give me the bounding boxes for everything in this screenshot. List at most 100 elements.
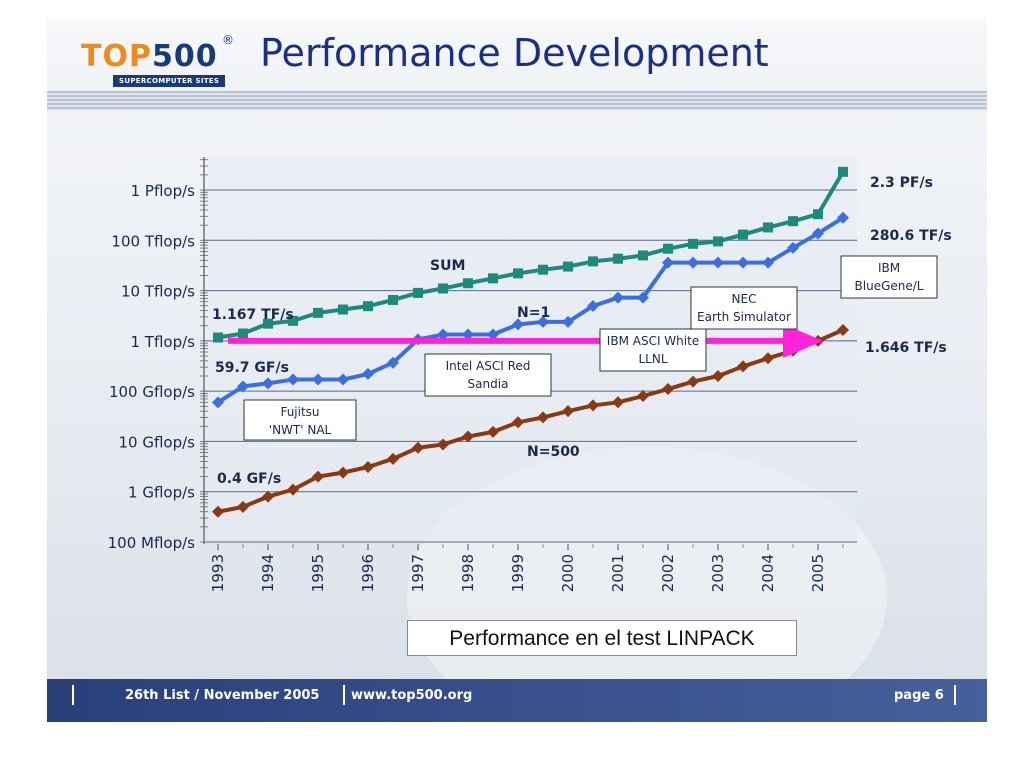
- data-point: [387, 452, 399, 465]
- data-point: [437, 328, 449, 341]
- footer-page-number: page 6: [894, 688, 944, 703]
- chart-caption: Performance en el test LINPACK: [407, 620, 797, 656]
- data-point: [688, 238, 698, 249]
- data-point: [587, 399, 599, 412]
- data-point: [263, 318, 273, 329]
- data-point: [487, 425, 499, 438]
- callout-box: IBM BlueGene/L: [840, 255, 938, 299]
- data-point: [613, 253, 623, 264]
- data-point: [288, 315, 298, 326]
- data-point: [687, 375, 699, 388]
- data-point: [537, 315, 549, 328]
- data-point: [588, 256, 598, 267]
- logo-wordmark: TOP 500: [81, 38, 218, 74]
- data-point: [412, 441, 424, 454]
- data-point: [313, 307, 323, 318]
- data-point: [662, 256, 674, 269]
- y-tick-label: 1 Gflop/s: [128, 484, 195, 502]
- callout-text: Intel ASCI Red: [446, 359, 531, 373]
- data-point: [362, 367, 374, 380]
- x-tick-label: 1996: [359, 554, 377, 592]
- logo-top-text: TOP: [81, 38, 152, 74]
- data-point: [563, 261, 573, 272]
- y-tick-label: 100 Gflop/s: [109, 383, 195, 401]
- callout-box: NEC Earth Simulator: [690, 286, 798, 330]
- data-point: [562, 315, 574, 328]
- y-tick-label: 10 Gflop/s: [119, 433, 196, 451]
- trend-arrow-head: [783, 323, 823, 358]
- data-point: [237, 500, 249, 513]
- chart-annotation: 280.6 TF/s: [870, 228, 952, 244]
- top500-logo: TOP 500 ® SUPERCOMPUTER SITES: [81, 33, 234, 93]
- data-point: [413, 287, 423, 298]
- data-point: [363, 301, 373, 312]
- data-point: [612, 396, 624, 409]
- chart-annotation: N=1: [517, 305, 550, 321]
- data-point: [562, 405, 574, 418]
- data-point: [512, 318, 524, 331]
- callout-text: IBM ASCI White: [607, 334, 699, 348]
- x-tick-label: 2001: [609, 554, 627, 592]
- callout-text: Fujitsu: [280, 405, 319, 419]
- data-point: [838, 166, 848, 177]
- data-point: [362, 461, 374, 474]
- data-point: [638, 250, 648, 261]
- data-point: [787, 241, 799, 254]
- data-point: [637, 390, 649, 403]
- y-tick-label: 100 Tflop/s: [111, 232, 195, 250]
- footer-separator: [954, 685, 956, 705]
- data-point: [387, 356, 399, 369]
- data-point: [238, 328, 248, 339]
- y-tick-label: 1 Pflop/s: [131, 182, 196, 200]
- callout-text: NEC: [732, 292, 757, 306]
- performance-chart: 100 Mflop/s 1 Gflop/s 10 Gflop/s 100 Gflop/…: [108, 157, 952, 592]
- data-point: [712, 256, 724, 269]
- data-point: [388, 294, 398, 305]
- footer-url-link[interactable]: www.top500.org: [351, 688, 473, 703]
- footer-separator: [72, 685, 74, 705]
- data-point: [537, 411, 549, 424]
- data-point: [513, 268, 523, 279]
- data-point: [488, 273, 498, 284]
- callout-frame: [599, 328, 707, 372]
- data-point: [837, 211, 849, 224]
- x-tick-label: 1994: [259, 554, 277, 592]
- data-point: [712, 370, 724, 383]
- x-tick-label: 2005: [809, 554, 827, 592]
- callout-box: Fujitsu 'NWT' NAL: [243, 399, 357, 441]
- data-point: [512, 416, 524, 429]
- data-point: [212, 505, 224, 518]
- x-tick-label: 1995: [309, 554, 327, 592]
- data-point: [463, 278, 473, 289]
- data-point: [212, 396, 224, 409]
- page-title: Performance Development: [260, 31, 769, 75]
- data-point: [662, 383, 674, 396]
- chart-annotation: N=500: [527, 444, 580, 460]
- data-point: [738, 229, 748, 240]
- data-point: [713, 236, 723, 247]
- data-point: [538, 264, 548, 275]
- callout-text: LLNL: [638, 352, 667, 366]
- logo-registered-mark: ®: [222, 33, 234, 47]
- y-tick-label: 10 Tflop/s: [121, 283, 195, 301]
- callout-text: BlueGene/L: [855, 279, 924, 293]
- data-point: [687, 256, 699, 269]
- data-point: [437, 438, 449, 451]
- x-tick-label: 1999: [509, 554, 527, 592]
- data-point: [487, 328, 499, 341]
- x-tick-label: 2003: [709, 554, 727, 592]
- data-point: [338, 304, 348, 315]
- data-point: [462, 328, 474, 341]
- data-point: [612, 291, 624, 304]
- x-tick-label: 2004: [759, 554, 777, 592]
- chart-annotation: 2.3 PF/s: [870, 175, 933, 191]
- data-point: [287, 373, 299, 386]
- y-tick-label: 1 Tflop/s: [131, 333, 196, 351]
- data-point: [763, 222, 773, 233]
- data-point: [837, 323, 849, 336]
- data-point: [637, 291, 649, 304]
- x-tick-label: 2000: [559, 554, 577, 592]
- data-point: [438, 283, 448, 294]
- data-point: [312, 373, 324, 386]
- footer: 26th List / November 2005 www.top500.org…: [47, 679, 987, 722]
